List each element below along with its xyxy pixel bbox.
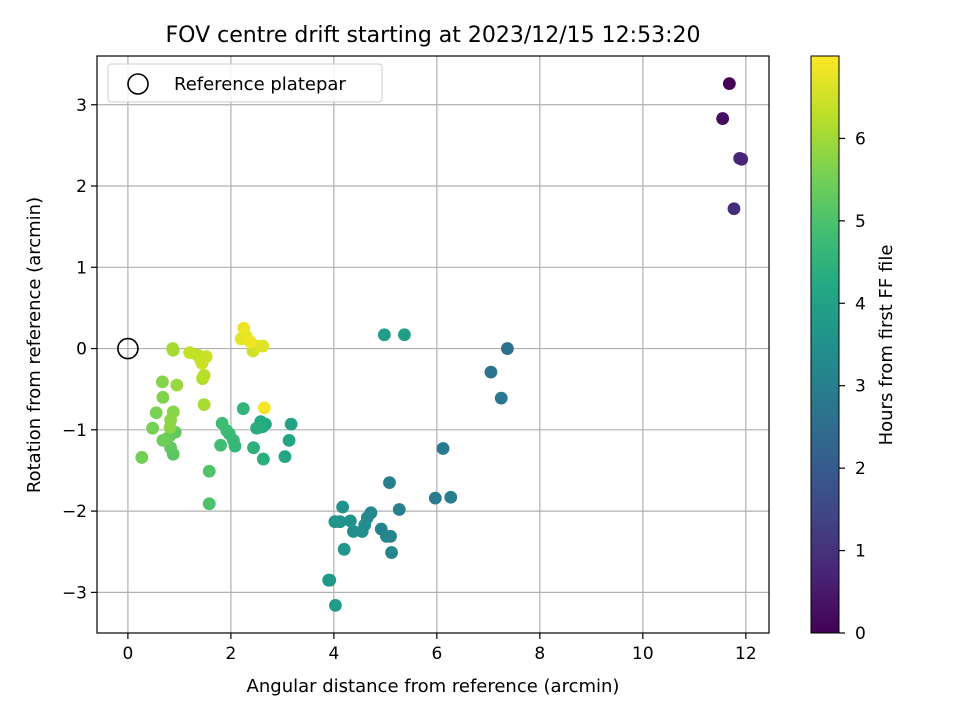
data-point <box>347 525 360 538</box>
data-point <box>329 598 342 612</box>
data-point <box>337 542 351 556</box>
data-point <box>163 420 177 434</box>
data-point <box>735 152 749 166</box>
y-tick-label: 0 <box>76 340 87 360</box>
plot-frame <box>96 55 770 634</box>
data-point <box>328 515 342 529</box>
data-point <box>183 346 197 360</box>
y-axis-label: Rotation from reference (arcmin) <box>24 197 45 493</box>
colorbar-tick-label: 2 <box>855 459 866 479</box>
colorbar-tick-label: 5 <box>855 212 866 232</box>
data-point <box>170 378 184 392</box>
data-point <box>256 339 270 353</box>
x-tick-label: 12 <box>735 644 757 664</box>
data-point <box>494 391 508 405</box>
data-point <box>716 112 730 125</box>
data-point <box>202 464 216 478</box>
data-point <box>355 525 369 538</box>
data-point <box>343 514 357 528</box>
data-point <box>237 321 251 335</box>
reference-platepar-marker <box>117 337 139 360</box>
colorbar-ticks: 0 1 2 3 4 5 6 <box>839 129 866 644</box>
data-point <box>156 433 170 447</box>
data-point <box>428 491 442 505</box>
x-tick-label: 0 <box>122 644 133 664</box>
data-point <box>392 503 406 516</box>
y-tick-label: −1 <box>62 421 87 441</box>
colorbar-tick-label: 0 <box>855 624 866 644</box>
x-tick-label: 8 <box>534 644 545 664</box>
data-point <box>278 450 292 464</box>
data-point <box>135 451 149 464</box>
y-tick-label: 2 <box>76 177 87 197</box>
x-axis-label: Angular distance from reference (arcmin) <box>247 676 620 697</box>
data-point <box>236 402 250 416</box>
data-point <box>214 438 227 452</box>
colorbar-gradient <box>810 55 840 634</box>
y-tick-label: 3 <box>76 96 87 116</box>
data-point <box>197 398 211 412</box>
data-point <box>323 573 337 587</box>
x-tick-label: 6 <box>431 644 442 664</box>
x-tick-label: 10 <box>632 644 654 664</box>
data-point <box>195 356 209 370</box>
y-tick-label: −2 <box>62 502 87 522</box>
data-point <box>336 500 350 514</box>
data-point <box>377 328 391 342</box>
colorbar-tick-label: 4 <box>855 294 866 314</box>
y-tick-label: −3 <box>62 583 87 603</box>
data-point <box>501 342 514 355</box>
data-point <box>215 416 229 430</box>
data-point <box>250 421 264 435</box>
data-point <box>247 441 260 455</box>
legend-label-reference: Reference platepar <box>174 74 346 95</box>
data-points <box>117 77 749 612</box>
data-point <box>722 77 736 91</box>
chart-title: FOV centre drift starting at 2023/12/15 … <box>166 23 701 48</box>
data-point <box>155 375 169 389</box>
data-point <box>202 497 216 511</box>
data-point <box>383 476 396 490</box>
data-point <box>256 452 270 466</box>
data-point <box>166 342 180 355</box>
grid <box>97 56 769 633</box>
colorbar-tick-label: 3 <box>855 377 866 397</box>
colorbar-tick-label: 6 <box>855 129 866 149</box>
colorbar-tick-label: 1 <box>855 542 866 562</box>
colorbar-label: Hours from first FF file <box>876 245 897 446</box>
x-tick-label: 2 <box>225 644 236 664</box>
data-point <box>385 546 398 559</box>
data-point <box>398 328 411 342</box>
legend-marker-reference <box>127 73 149 95</box>
legend: Reference platepar <box>107 63 383 103</box>
data-point <box>282 433 296 447</box>
data-point <box>146 421 160 435</box>
colorbar: 0 1 2 3 4 5 6 Hours from first FF file <box>810 55 897 644</box>
data-point <box>384 529 397 543</box>
y-tick-label: 1 <box>76 258 87 278</box>
data-point <box>197 368 211 382</box>
data-point <box>727 202 741 216</box>
data-point <box>257 401 271 415</box>
data-point <box>436 442 450 455</box>
data-point <box>149 406 163 420</box>
data-point <box>244 335 257 349</box>
x-tick-label: 4 <box>328 644 339 664</box>
data-point <box>444 490 458 504</box>
legend-box <box>107 63 383 103</box>
data-point <box>484 365 498 379</box>
data-point <box>156 390 170 404</box>
data-point <box>284 417 298 431</box>
